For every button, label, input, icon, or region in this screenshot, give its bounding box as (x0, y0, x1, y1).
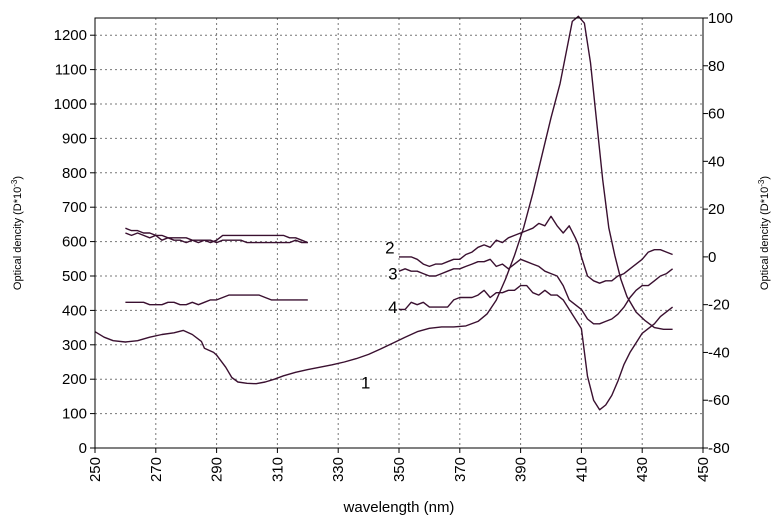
x-tick-label-390: 390 (513, 457, 530, 482)
y-axis-title-right: Optical dencity (D*10-3) (757, 176, 772, 290)
x-tick-label-270: 270 (148, 457, 165, 482)
x-tick-label-410: 410 (573, 457, 590, 482)
y-right-tick-label-20: 20 (708, 201, 725, 218)
series-4-label: 4 (388, 298, 397, 317)
x-tick-label-350: 350 (391, 457, 408, 482)
y-left-tick-label-700: 700 (62, 199, 87, 216)
tick-labels: 250 270 290 310 330 350 370 390 410 430 4500100200… (54, 10, 733, 482)
y-left-tick-label-1000: 1000 (54, 96, 87, 113)
x-tick-label-370: 370 (452, 457, 469, 482)
grid (95, 18, 703, 448)
y-right-tick-label--60: -60 (708, 392, 730, 409)
y-right-tick-label-0: 0 (708, 249, 716, 266)
series-3-label: 3 (388, 265, 397, 284)
y-axis-title-left: Optical dencity (D*10-3) (10, 176, 25, 290)
series-4-line-1 (125, 294, 308, 306)
y-right-tick-label--40: -40 (708, 344, 730, 361)
series-3-line-1 (125, 227, 308, 244)
y-right-tick-label--80: -80 (708, 440, 730, 457)
y-right-tick-label--20: -20 (708, 297, 730, 314)
ticks (90, 17, 708, 453)
x-axis-title: wavelength (nm) (343, 499, 455, 516)
y-right-tick-label-100: 100 (708, 10, 733, 27)
series-layer: 1 2 3 4 (94, 15, 674, 411)
y-left-tick-label-0: 0 (79, 440, 87, 457)
x-tick-label-330: 330 (330, 457, 347, 482)
x-tick-label-290: 290 (209, 457, 226, 482)
y-left-tick-label-100: 100 (62, 406, 87, 423)
y-left-tick-label-200: 200 (62, 371, 87, 388)
y-left-tick-label-400: 400 (62, 302, 87, 319)
series-3-line-2 (398, 258, 674, 325)
y-left-tick-label-800: 800 (62, 165, 87, 182)
x-tick-label-250: 250 (87, 457, 104, 482)
y-left-tick-label-1200: 1200 (54, 27, 87, 44)
y-right-tick-label-60: 60 (708, 106, 725, 123)
series-2-label: 2 (385, 238, 394, 257)
series-2-line-2 (399, 215, 673, 284)
y-right-tick-label-80: 80 (708, 58, 725, 75)
series-4-line-2 (399, 284, 674, 411)
y-left-tick-label-600: 600 (62, 234, 87, 251)
y-left-tick-label-900: 900 (62, 130, 87, 147)
y-left-tick-label-1100: 1100 (55, 62, 87, 79)
x-tick-label-430: 430 (634, 457, 651, 482)
series-1-label: 1 (361, 374, 370, 393)
x-tick-label-450: 450 (695, 457, 712, 482)
series-1-line-1 (94, 15, 673, 385)
y-right-tick-label-40: 40 (708, 153, 725, 170)
y-left-tick-label-500: 500 (62, 268, 87, 285)
x-tick-label-310: 310 (269, 457, 286, 482)
y-left-tick-label-300: 300 (62, 337, 87, 354)
